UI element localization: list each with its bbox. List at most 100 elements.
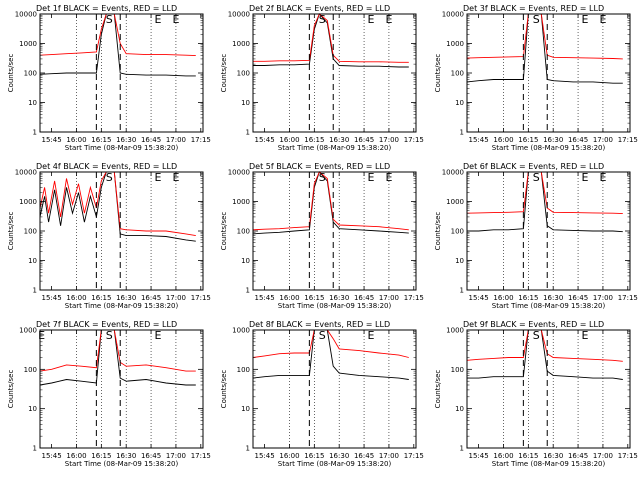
x-tick-label: 15:45 [469,452,489,460]
y-tick-label: 1 [460,287,464,295]
x-tick-label: 15:45 [42,452,62,460]
series-line-events [252,171,409,235]
interval-marker-s: S [106,171,113,184]
x-tick-label: 16:15 [304,452,324,460]
y-tick-label: 100 [24,366,37,374]
y-axis-label: Counts/sec [7,370,15,409]
y-tick-label: 10000 [442,169,464,177]
x-tick-label: 16:00 [279,452,299,460]
x-tick-label: 15:45 [255,452,275,460]
x-tick-label: 16:45 [141,294,161,302]
y-tick-label: 10 [241,405,250,413]
y-tick-label: 1000 [19,327,37,335]
panel-title: Det 5f BLACK = Events, RED = LLD [249,162,390,171]
series-line-lld [252,171,409,231]
x-tick-label: 16:30 [543,136,563,144]
y-tick-label: 100 [237,228,250,236]
x-tick-label: 15:45 [469,294,489,302]
interval-marker-e: E [599,13,606,26]
panel-det-5f: Det 5f BLACK = Events, RED = LLD 1 10 100 10… [220,162,424,310]
panel-det-6f: Det 6f BLACK = Events, RED = LLD 1 10 100 10… [434,162,638,310]
y-tick-label: 10 [241,99,250,107]
interval-marker-s: S [106,329,113,342]
interval-marker-s: S [106,13,113,26]
x-tick-label: 16:15 [304,136,324,144]
interval-marker-e: E [582,13,589,26]
interval-marker-e: E [38,329,45,342]
x-tick-label: 16:15 [304,294,324,302]
series-line-lld [253,13,409,63]
x-axis-label: Start Time (08-Mar-09 15:38:20) [492,302,606,310]
y-tick-label: 1 [460,129,464,137]
x-axis-label: Start Time (08-Mar-09 15:38:20) [278,144,392,152]
x-tick-label: 16:00 [493,136,513,144]
x-tick-label: 16:45 [141,136,161,144]
y-axis-label: Counts/sec [434,212,442,251]
x-tick-label: 16:15 [91,452,111,460]
interval-marker-s: S [319,329,326,342]
x-tick-label: 16:30 [329,452,349,460]
interval-marker-e: E [385,171,392,184]
series-line-lld [39,171,196,237]
y-tick-label: 100 [237,366,250,374]
x-axis-label: Start Time (08-Mar-09 15:38:20) [278,460,392,468]
interval-marker-e: E [368,171,375,184]
x-tick-label: 17:00 [379,294,399,302]
y-tick-label: 10 [241,257,250,265]
x-tick-label: 17:15 [191,136,211,144]
x-tick-label: 16:00 [66,294,86,302]
x-tick-label: 16:00 [66,136,86,144]
y-axis-label: Counts/sec [434,54,442,93]
interval-marker-e: E [368,329,375,342]
interval-marker-e: E [155,171,162,184]
interval-marker-e: E [172,13,179,26]
interval-marker-e: E [385,13,392,26]
interval-marker-e: E [155,329,162,342]
y-tick-label: 100 [24,228,37,236]
y-tick-label: 10000 [15,169,37,177]
x-tick-label: 17:00 [166,452,186,460]
x-tick-label: 17:00 [379,452,399,460]
interval-marker-s: S [319,171,326,184]
x-tick-label: 16:45 [354,136,374,144]
x-tick-label: 17:15 [618,294,638,302]
x-tick-label: 16:00 [66,452,86,460]
series-line-events [39,171,196,242]
x-axis-label: Start Time (08-Mar-09 15:38:20) [65,302,179,310]
x-tick-label: 16:45 [568,452,588,460]
plot-frame [252,329,417,449]
x-axis-label: Start Time (08-Mar-09 15:38:20) [65,144,179,152]
x-tick-label: 16:15 [518,136,538,144]
x-axis-label: Start Time (08-Mar-09 15:38:20) [65,460,179,468]
x-tick-label: 17:15 [404,294,424,302]
y-tick-label: 1000 [446,40,464,48]
y-tick-label: 10000 [228,11,250,19]
x-tick-label: 16:00 [493,452,513,460]
y-tick-label: 1 [33,287,37,295]
interval-marker-e: E [582,171,589,184]
y-tick-label: 10 [28,405,37,413]
x-tick-label: 17:00 [593,452,613,460]
plot-frame [39,329,204,449]
panel-det-2f: Det 2f BLACK = Events, RED = LLD 1 10 100 10… [220,4,424,152]
y-tick-label: 100 [451,70,464,78]
panel-title: Det 7f BLACK = Events, RED = LLD [36,320,177,329]
x-tick-label: 16:15 [518,452,538,460]
y-tick-label: 1 [33,445,37,453]
y-tick-label: 1000 [232,198,250,206]
y-tick-label: 1 [460,445,464,453]
x-tick-label: 15:45 [255,294,275,302]
x-tick-label: 16:15 [91,136,111,144]
series-line-events [253,13,409,68]
y-axis-label: Counts/sec [220,212,228,251]
y-tick-label: 1000 [19,40,37,48]
y-tick-label: 10 [28,257,37,265]
x-tick-label: 17:15 [191,452,211,460]
panel-title: Det 6f BLACK = Events, RED = LLD [463,162,604,171]
x-tick-label: 16:45 [568,294,588,302]
x-tick-label: 16:00 [279,136,299,144]
y-tick-label: 100 [24,70,37,78]
panel-det-9f: Det 9f BLACK = Events, RED = LLD 1 10 100 10… [434,320,638,468]
x-tick-label: 15:45 [42,294,62,302]
interval-marker-s: S [533,329,540,342]
